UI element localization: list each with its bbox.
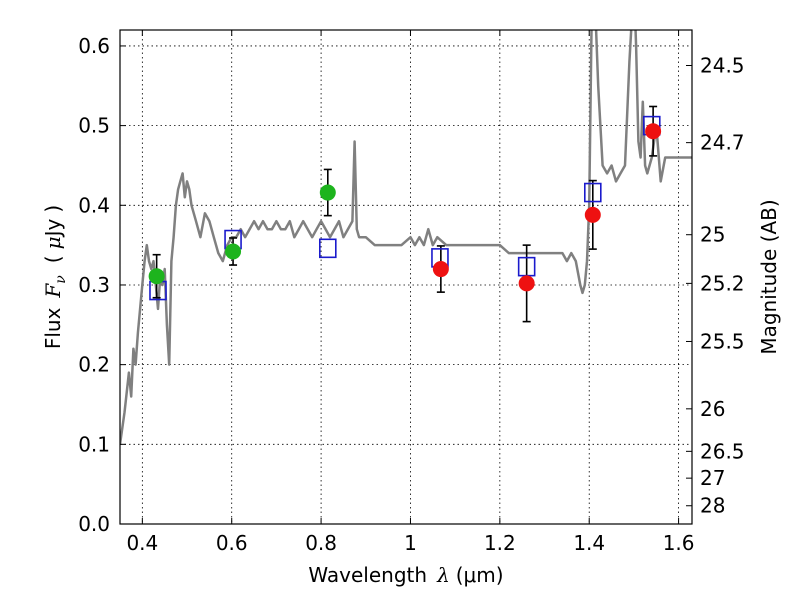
- nir-point: [432, 261, 449, 278]
- x-label-unit: m): [476, 563, 503, 587]
- y-axis-label: Flux Fν ( μJy): [41, 205, 69, 349]
- y-tick-label: 0.4: [78, 193, 110, 217]
- mag-tick-label: 27: [700, 466, 725, 490]
- y-tick-label: 0.2: [78, 353, 110, 377]
- x-label-word: Wavelength: [308, 563, 427, 587]
- mag-tick-label: 26: [700, 397, 725, 421]
- x-axis-label: Wavelength λ (μm): [308, 563, 503, 587]
- mag-tick-label: 24.5: [700, 54, 745, 78]
- model-photometry-boxes: [149, 115, 661, 301]
- mag-tick-label: 25: [700, 223, 725, 247]
- model-box-marker: [583, 182, 602, 203]
- model-spectrum: [120, 30, 692, 445]
- x-label-mu: (μ: [456, 563, 477, 587]
- plot-background: [120, 30, 692, 524]
- x-tick-label: 1: [404, 531, 417, 555]
- y-tick-label: 0.1: [78, 432, 110, 456]
- nir-point: [645, 123, 662, 140]
- model-spectrum-line: [120, 30, 692, 445]
- mag-tick-label: 25.2: [700, 271, 745, 295]
- nir-point: [584, 206, 601, 223]
- nir-point: [518, 275, 535, 292]
- mag-tick-label: 24.7: [700, 131, 745, 155]
- axis-ticks: 0.4 0.6 0.8 1 1.2 1.4 1.6 0.0 0.1 0.2 0.3 0.4 0.5 0.6…: [78, 30, 745, 555]
- y-tick-label: 0.0: [78, 512, 110, 536]
- plot-frame: [119, 29, 693, 525]
- y-tick-label: 0.3: [78, 273, 110, 297]
- y-label-mu: μ: [41, 236, 65, 249]
- x-tick-label: 0.8: [305, 531, 337, 555]
- optical-point: [148, 268, 165, 285]
- y-tick-label: 0.5: [78, 114, 110, 138]
- y-label-f: F: [41, 283, 65, 299]
- x-tick-label: 1.2: [484, 531, 516, 555]
- x-tick-label: 0.4: [126, 531, 158, 555]
- y-label-paren-open: (: [41, 255, 65, 263]
- x-tick-label: 1.4: [573, 531, 605, 555]
- model-box-marker: [318, 238, 337, 259]
- observed-points: [148, 123, 662, 292]
- mag-tick-label: 26.5: [700, 439, 745, 463]
- mag-tick-label: 25.5: [700, 329, 745, 353]
- optical-point: [319, 184, 336, 201]
- mag-tick-label: 28: [700, 494, 725, 518]
- optical-point: [225, 243, 242, 260]
- y-label-flux: Flux: [41, 307, 65, 349]
- x-label-lambda: λ: [436, 563, 450, 587]
- y-tick-label: 0.6: [78, 34, 110, 58]
- x-tick-label: 1.6: [663, 531, 695, 555]
- x-tick-label: 0.6: [216, 531, 248, 555]
- y2-axis-label: Magnitude (AB): [757, 199, 781, 354]
- y-label-nu: ν: [53, 275, 69, 284]
- y-label-paren-close: ): [41, 205, 65, 213]
- y-label-jy: Jy: [41, 218, 65, 238]
